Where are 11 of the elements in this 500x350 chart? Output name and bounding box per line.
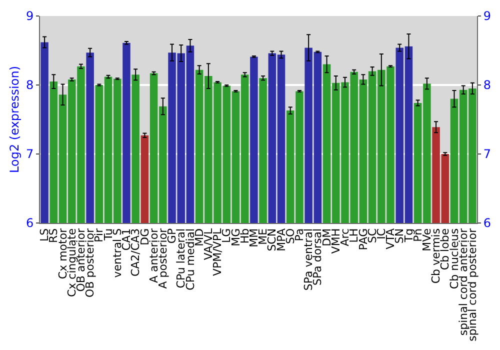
y2-tick-label: 6: [483, 216, 492, 230]
y-tick-label: 6: [26, 216, 34, 230]
y2-tick-label: 8: [483, 78, 492, 92]
y-tick-label: 9: [26, 9, 34, 24]
x-tick-label: spinal cord posterior: [466, 228, 480, 342]
y2-tick-label: 9: [483, 9, 492, 24]
y-axis-title: Log2 (expression): [7, 66, 22, 173]
y2-tick-label: 7: [483, 147, 492, 162]
y-tick-label: 7: [26, 147, 34, 162]
x-tick-label: Tg: [402, 228, 416, 244]
y-tick-label: 8: [26, 78, 34, 92]
